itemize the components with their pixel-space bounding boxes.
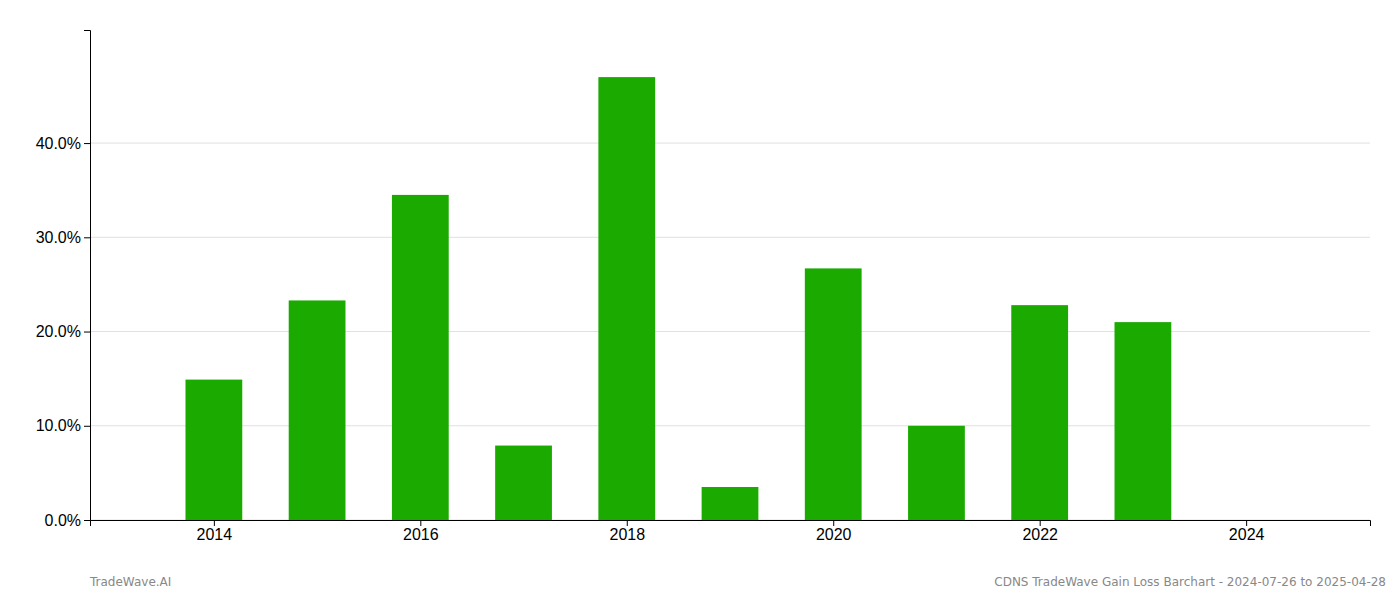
tick-label: 20.0% — [36, 323, 81, 340]
tick-mark — [84, 143, 90, 144]
tick: 2020 — [816, 520, 852, 543]
tick: 30.0% — [36, 229, 90, 246]
plot: 0.0% 10.0% 20.0% 30.0% 40.0% 2014 2016 2018 2020… — [36, 31, 1371, 544]
bar — [495, 446, 552, 520]
grid-line — [90, 143, 1370, 144]
grid-line — [90, 331, 1370, 332]
tick-label: 2022 — [1022, 526, 1058, 543]
tick-label: 2018 — [609, 526, 645, 543]
bar — [289, 300, 346, 520]
tick: 2022 — [1022, 520, 1058, 543]
grid — [90, 143, 1370, 520]
tick-mark — [420, 520, 421, 526]
tick: 2016 — [403, 520, 439, 543]
bar — [598, 77, 655, 520]
tick-label: 2016 — [403, 526, 439, 543]
footer: TradeWave.AI — [89, 575, 171, 589]
tick: 2014 — [197, 520, 233, 543]
tick-label: 2020 — [816, 526, 852, 543]
tick-mark — [84, 237, 90, 238]
tick-mark — [627, 520, 628, 526]
bar — [908, 426, 965, 520]
tick-mark — [84, 426, 90, 427]
tick-mark — [1040, 520, 1041, 526]
chart: 0.0% 10.0% 20.0% 30.0% 40.0% 2014 2016 2018 2020… — [0, 0, 1400, 600]
tick-mark — [84, 332, 90, 333]
bars — [185, 77, 1171, 520]
bar — [805, 268, 862, 520]
grid-line — [90, 425, 1370, 426]
tick: 40.0% — [36, 135, 90, 152]
tick-label: 2024 — [1229, 526, 1265, 543]
axis-line — [91, 521, 1371, 527]
bar — [185, 380, 242, 520]
tick-label: 30.0% — [36, 229, 81, 246]
x-axis: 2014 2016 2018 2020 2022 2024 — [91, 520, 1371, 543]
bar — [1115, 322, 1172, 520]
tick: 10.0% — [36, 417, 90, 434]
tick-mark — [1246, 520, 1247, 526]
bar — [1011, 305, 1068, 520]
tick: 20.0% — [36, 323, 90, 340]
tick-label: 0.0% — [45, 512, 81, 529]
bar — [702, 487, 759, 520]
grid-line — [90, 237, 1370, 238]
tick: 0.0% — [45, 512, 90, 529]
tick-label: 2014 — [197, 526, 233, 543]
tick: 2018 — [609, 520, 645, 543]
axis-line — [84, 31, 91, 521]
tick-mark — [833, 520, 834, 526]
tick-label: 40.0% — [36, 135, 81, 152]
tick: 2024 — [1229, 520, 1265, 543]
tick-label: 10.0% — [36, 417, 81, 434]
y-axis: 0.0% 10.0% 20.0% 30.0% 40.0% — [36, 31, 91, 529]
tick-mark — [214, 520, 215, 526]
tick-mark — [84, 520, 90, 521]
bar — [392, 195, 449, 520]
footer: CDNS TradeWave Gain Loss Barchart - 2024… — [994, 575, 1386, 589]
